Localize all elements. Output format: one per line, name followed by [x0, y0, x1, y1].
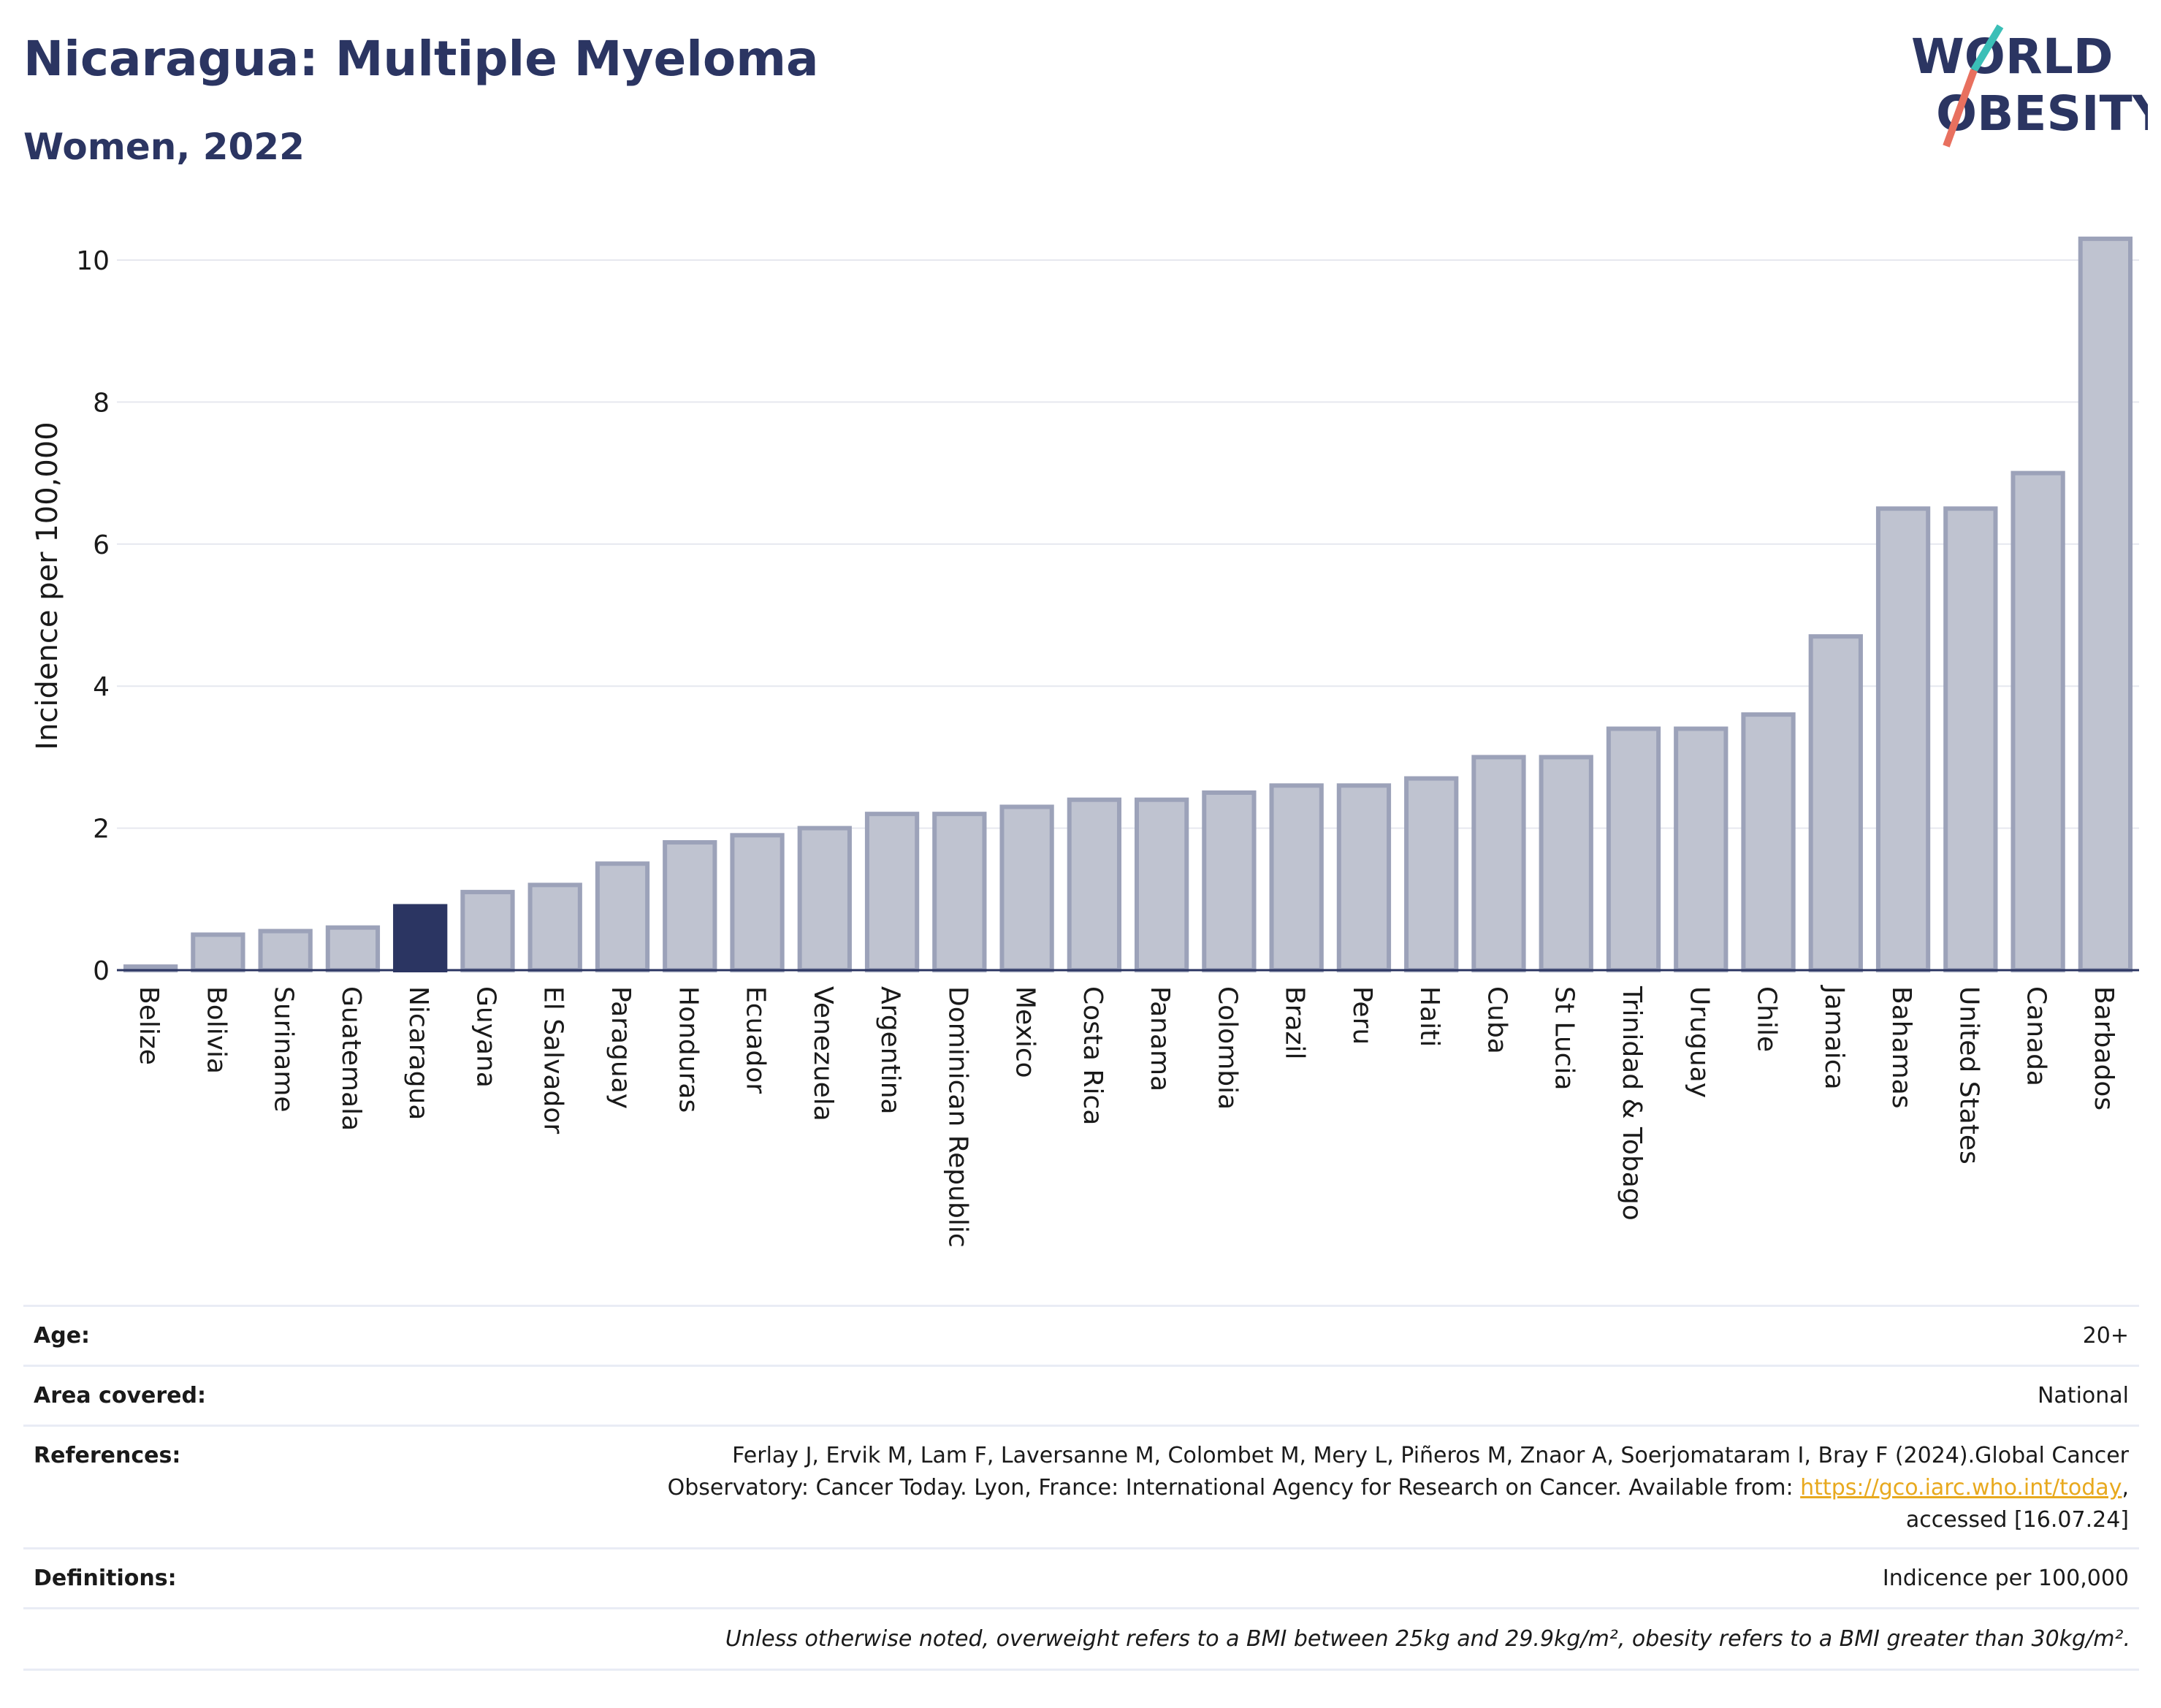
bar-brazil: [1269, 783, 1324, 973]
logo-slash-red: [1943, 69, 1978, 148]
x-tick-label: Bahamas: [1886, 986, 1916, 1109]
x-tick-label: Dominican Republic: [942, 986, 972, 1248]
y-tick-label: 0: [93, 956, 110, 986]
meta-row-references: References: Ferlay J, Ervik M, Lam F, La…: [23, 1425, 2139, 1549]
bar-nicaragua: [393, 904, 448, 973]
bar-chile: [1741, 712, 1796, 973]
logo-line1: WORLD: [1911, 28, 2114, 85]
y-tick-label: 10: [76, 246, 110, 276]
x-tick-label: Panama: [1145, 986, 1175, 1091]
x-tick-label: Suriname: [269, 986, 299, 1113]
definitions-label: Definitions:: [34, 1566, 177, 1591]
footnote: Unless otherwise noted, overweight refer…: [725, 1626, 2130, 1652]
bar-mexico: [999, 804, 1054, 972]
bars: [123, 236, 2133, 973]
bar-colombia: [1202, 790, 1257, 972]
y-tick-label: 6: [93, 530, 110, 560]
x-tick-label: Venezuela: [808, 986, 838, 1121]
meta-row-definitions: Definitions: Indicence per 100,000: [23, 1547, 2139, 1609]
x-tick-label: Belize: [134, 986, 164, 1065]
x-axis-labels: Belize Bolivia Suriname Guatemala Nicaragua G…: [134, 985, 2119, 1248]
page-subtitle: Women, 2022: [23, 126, 305, 168]
bar-united-states: [1943, 506, 1998, 972]
bar-haiti: [1404, 776, 1459, 973]
reference-line-2-end: ,: [2122, 1475, 2129, 1501]
reference-line-3: accessed [16.07.24]: [1905, 1507, 2129, 1533]
y-axis-label: Incidence per 100,000: [31, 422, 64, 750]
bar-bahamas: [1875, 506, 1931, 972]
reference-line-2: Observatory: Cancer Today. Lyon, France:…: [668, 1472, 2129, 1504]
x-tick-label: Paraguay: [606, 986, 636, 1109]
x-tick-label: Chile: [1752, 986, 1782, 1052]
bar-dominican-republic: [932, 812, 987, 973]
x-tick-label: St Lucia: [1550, 986, 1579, 1091]
bar-suriname: [258, 929, 313, 973]
bar-st-lucia: [1539, 755, 1593, 973]
bar-chart: 0 2 4 6 8 10 Belize Bolivia Suriname Guatemala Ni…: [31, 236, 2139, 1248]
x-tick-label: Trinidad & Tobago: [1617, 985, 1647, 1221]
bar-paraguay: [595, 861, 650, 972]
references-value: Ferlay J, Ervik M, Lam F, Laversanne M, …: [668, 1440, 2129, 1536]
bar-panama: [1134, 797, 1189, 972]
bar-ecuador: [730, 833, 785, 972]
x-tick-label: Canada: [2021, 986, 2051, 1086]
x-tick-label: El Salvador: [538, 986, 568, 1134]
bar-costa-rica: [1067, 797, 1122, 972]
reference-line-1: Ferlay J, Ervik M, Lam F, Laversanne M, …: [732, 1443, 2129, 1468]
meta-row-note: [23, 1607, 2139, 1671]
x-tick-label: Honduras: [673, 986, 703, 1113]
x-tick-label: Peru: [1347, 986, 1377, 1045]
x-tick-label: United States: [1954, 986, 1983, 1164]
gridlines: [117, 259, 2139, 829]
x-tick-label: Jamaica: [1819, 985, 1849, 1090]
page-title: Nicaragua: Multiple Myeloma: [23, 31, 819, 87]
x-tick-label: Costa Rica: [1078, 986, 1108, 1125]
x-tick-label: Nicaragua: [403, 986, 433, 1120]
world-obesity-logo: WORLD OBESITY: [1911, 24, 2148, 148]
bottom-divider: [23, 1669, 2139, 1671]
x-tick-label: Guyana: [470, 986, 500, 1088]
x-tick-label: Mexico: [1010, 986, 1040, 1078]
bar-barbados: [2078, 236, 2133, 972]
meta-row-age: Age: 20+: [23, 1305, 2139, 1367]
y-tick-label: 4: [93, 672, 110, 702]
meta-row-area: Area covered: National: [23, 1365, 2139, 1427]
x-tick-label: Barbados: [2089, 986, 2119, 1110]
bar-el-salvador: [527, 882, 582, 972]
bar-jamaica: [1808, 634, 1863, 972]
x-tick-label: Guatemala: [336, 986, 366, 1131]
reference-link[interactable]: https://gco.iarc.who.int/today: [1800, 1475, 2122, 1501]
x-tick-label: Cuba: [1482, 986, 1512, 1054]
bar-trinidad-tobago: [1606, 726, 1661, 973]
x-tick-label: Bolivia: [201, 986, 231, 1074]
y-tick-label: 8: [93, 388, 110, 418]
x-tick-label: Argentina: [875, 986, 905, 1115]
age-value: 20+: [2082, 1323, 2129, 1349]
bar-canada: [2011, 470, 2065, 972]
x-tick-label: Haiti: [1414, 986, 1444, 1047]
area-value: National: [2037, 1383, 2129, 1408]
y-tick-label: 2: [93, 815, 110, 845]
logo-slash-teal: [1970, 24, 2004, 72]
bar-guatemala: [325, 925, 381, 973]
references-label: References:: [34, 1443, 181, 1468]
x-tick-label: Ecuador: [741, 986, 771, 1094]
bar-venezuela: [797, 826, 852, 972]
definitions-value: Indicence per 100,000: [1882, 1566, 2129, 1591]
x-tick-label: Uruguay: [1684, 986, 1714, 1098]
age-label: Age:: [34, 1323, 91, 1349]
x-tick-label: Brazil: [1280, 986, 1310, 1059]
bar-argentina: [864, 812, 920, 973]
bar-guyana: [460, 890, 515, 972]
bar-uruguay: [1674, 726, 1729, 973]
reference-line-2-text: Observatory: Cancer Today. Lyon, France:…: [667, 1475, 1801, 1501]
area-label: Area covered:: [34, 1383, 206, 1408]
x-tick-label: Colombia: [1212, 986, 1242, 1110]
y-axis-ticks: 0 2 4 6 8 10: [76, 246, 110, 986]
logo-line2: OBESITY: [1936, 85, 2148, 142]
bar-bolivia: [191, 932, 245, 973]
bar-honduras: [663, 840, 717, 973]
bar-peru: [1336, 783, 1392, 973]
bar-cuba: [1471, 755, 1526, 973]
